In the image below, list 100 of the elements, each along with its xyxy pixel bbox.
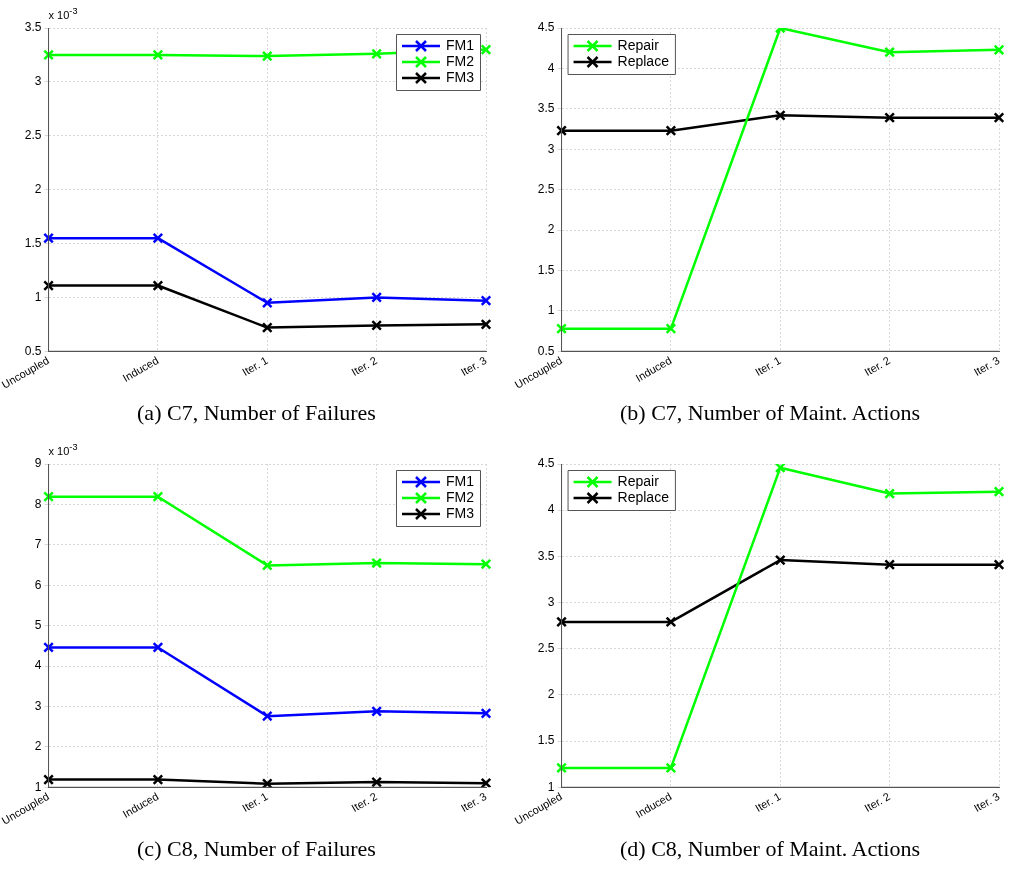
y-tick-label: 0.5 (24, 343, 42, 358)
legend-label: Repair (617, 472, 660, 489)
x-tick-label: Iter. 1 (752, 353, 783, 379)
legend-label: FM1 (446, 472, 475, 489)
point (774, 464, 786, 474)
y-tick-label: 1.5 (537, 733, 555, 748)
point (371, 705, 383, 717)
point (371, 291, 383, 303)
x-tick-label: Iter. 2 (862, 789, 893, 815)
point (884, 46, 896, 58)
y-tick-label: 4.5 (537, 20, 555, 35)
point (884, 559, 896, 571)
y-tick-label: 1 (547, 779, 555, 794)
point (371, 776, 383, 788)
y-tick-label: 8 (34, 496, 42, 511)
point (993, 44, 1005, 56)
point (884, 112, 896, 124)
legend-label: Replace (617, 488, 670, 505)
point (43, 49, 55, 61)
y-tick-label: 5 (34, 617, 42, 632)
y-tick-label: 1 (547, 303, 555, 318)
y-tick-label: 0.5 (537, 343, 555, 358)
point (665, 323, 677, 335)
y-tick-label: 2 (547, 222, 555, 237)
point (480, 44, 492, 56)
point (993, 486, 1005, 498)
point (774, 109, 786, 121)
point (152, 641, 164, 653)
point (43, 280, 55, 292)
y-tick-label: 1.5 (537, 262, 555, 277)
y-tick-label: 7 (34, 537, 42, 552)
y-tick-label: 2.5 (537, 181, 555, 196)
y-tick-label: 2 (547, 687, 555, 702)
x-tick-label: Iter. 2 (862, 353, 893, 379)
point (556, 125, 568, 137)
point (480, 295, 492, 307)
legend-label: Replace (617, 52, 670, 69)
y-tick-label: 3 (547, 594, 555, 609)
point (261, 559, 273, 571)
point (480, 558, 492, 570)
x-tick-label: Iter. 3 (458, 353, 489, 379)
x-tick-label: Iter. 1 (752, 789, 783, 815)
x-tick-label: Iter. 3 (458, 789, 489, 815)
point (665, 125, 677, 137)
point (371, 48, 383, 60)
point (152, 774, 164, 786)
y-tick-label: 2 (34, 739, 42, 754)
point (43, 232, 55, 244)
point (993, 112, 1005, 124)
point (371, 557, 383, 569)
y-tick-label: 3.5 (537, 548, 555, 563)
point (152, 491, 164, 503)
point (261, 322, 273, 334)
point (261, 50, 273, 62)
text: x 10$^{-3}$ (48, 442, 78, 457)
x-tick-label: Iter. 2 (349, 353, 380, 379)
y-tick-label: 1.5 (24, 235, 42, 250)
text: (b) C7, Number of Maint. Actions (619, 400, 921, 426)
point (152, 280, 164, 292)
point (480, 777, 492, 788)
point (43, 641, 55, 653)
x-tick-label: Iter. 2 (349, 789, 380, 815)
y-tick-label: 4 (547, 60, 555, 75)
point (556, 323, 568, 335)
y-tick-label: 3.5 (537, 101, 555, 116)
y-tick-label: 9 (34, 456, 42, 471)
point (261, 710, 273, 722)
x-tick-label: Iter. 3 (971, 789, 1002, 815)
point (480, 707, 492, 719)
point (884, 488, 896, 500)
legend-label: FM1 (446, 36, 475, 53)
x-tick-label: Iter. 1 (239, 353, 270, 379)
text: (c) C8, Number of Failures (136, 836, 377, 862)
text: (a) C7, Number of Failures (136, 400, 377, 426)
x-tick-label: Iter. 3 (971, 353, 1002, 379)
y-tick-label: 1 (34, 779, 42, 794)
point (43, 774, 55, 786)
y-tick-label: 2.5 (537, 641, 555, 656)
point (480, 318, 492, 330)
legend-label: Repair (617, 36, 660, 53)
point (556, 762, 568, 774)
text: (d) C8, Number of Maint. Actions (619, 836, 921, 862)
x-tick-label: Iter. 1 (239, 789, 270, 815)
y-tick-label: 6 (34, 577, 42, 592)
text: x 10$^{-3}$ (48, 6, 78, 21)
point (43, 491, 55, 503)
y-tick-label: 2 (34, 181, 42, 196)
y-tick-label: 3 (547, 141, 555, 156)
y-tick-label: 3 (34, 74, 42, 89)
legend-label: FM2 (446, 52, 475, 69)
point (152, 49, 164, 61)
point (261, 297, 273, 309)
point (152, 232, 164, 244)
y-tick-label: 2.5 (24, 128, 42, 143)
point (371, 319, 383, 331)
legend-label: FM2 (446, 488, 475, 505)
y-tick-label: 4.5 (537, 456, 555, 471)
y-tick-label: 4 (34, 658, 42, 673)
point (261, 778, 273, 788)
y-tick-label: 3.5 (24, 20, 42, 35)
